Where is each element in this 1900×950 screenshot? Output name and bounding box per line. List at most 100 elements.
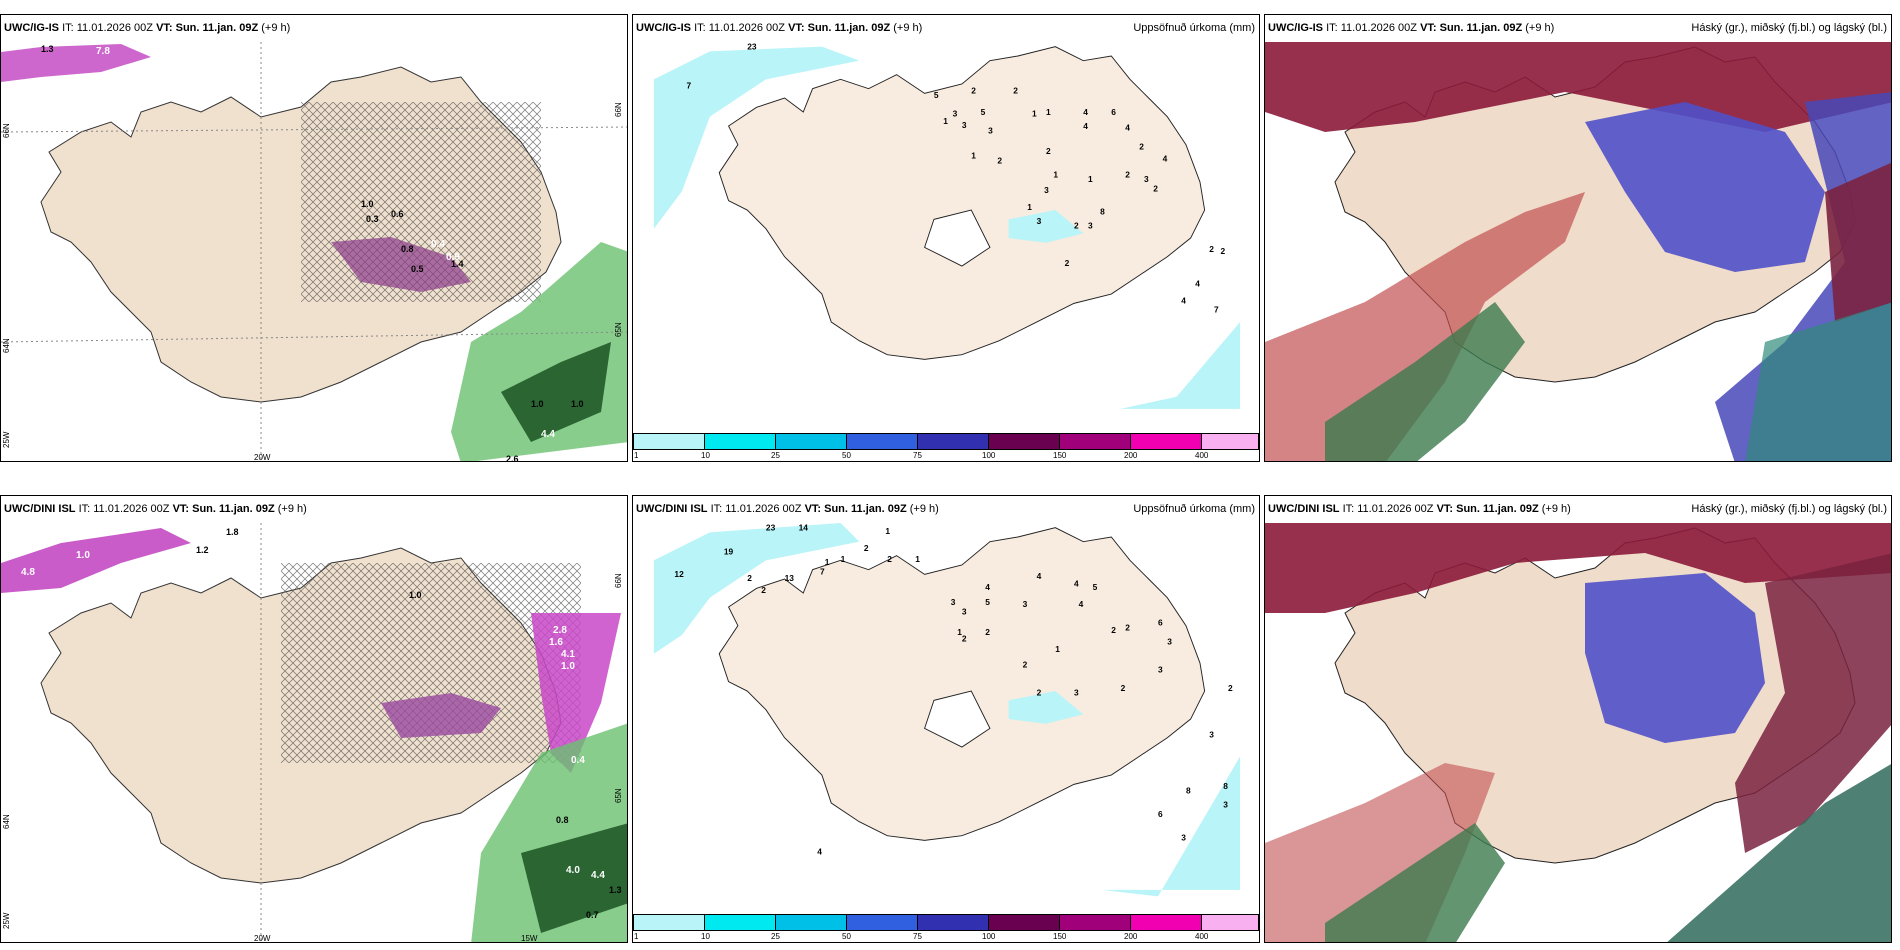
wind-value: 4.4: [591, 870, 605, 881]
wind-value: 1.6: [549, 637, 563, 648]
svg-text:2: 2: [1228, 683, 1233, 693]
precip-map: 23 7 5 2 2 3 1 3 5 3 1 1 4 6 4 1 2 2 1 1…: [653, 42, 1241, 409]
panel-title: UWC/DINI ISL IT: 11.01.2026 00Z VT: Sun.…: [636, 503, 939, 515]
legend-swatch: [704, 433, 776, 450]
svg-text:2: 2: [1125, 169, 1130, 179]
legend-swatch: [1059, 914, 1131, 931]
legend-tick: 200: [1124, 451, 1138, 460]
svg-text:2: 2: [997, 155, 1002, 165]
svg-text:2: 2: [761, 585, 766, 595]
svg-text:3: 3: [1023, 599, 1028, 609]
svg-text:2: 2: [962, 634, 967, 644]
wind-value: 4.1: [561, 649, 575, 660]
legend-swatch: [1130, 914, 1202, 931]
lat-label: 65N: [614, 322, 623, 337]
svg-text:4: 4: [1195, 279, 1200, 289]
legend-swatch: [1201, 433, 1259, 450]
legend-tick: 200: [1124, 932, 1138, 941]
wind-value: 0.9: [446, 252, 460, 263]
panel-cloud-igis: UWC/IG-IS IT: 11.01.2026 00Z VT: Sun. 11…: [1264, 14, 1892, 462]
svg-text:4: 4: [1079, 599, 1084, 609]
legend-swatch: [1130, 433, 1202, 450]
svg-text:4: 4: [1163, 153, 1168, 163]
svg-text:4: 4: [817, 846, 822, 856]
wind-value: 1.4: [451, 259, 464, 269]
panel-title: UWC/DINI ISL IT: 11.01.2026 00Z VT: Sun.…: [4, 503, 307, 515]
cloud-map: [1265, 523, 1891, 942]
wind-value: 1.0: [76, 550, 90, 561]
svg-text:1: 1: [1032, 109, 1037, 119]
legend-swatch: [988, 433, 1060, 450]
svg-text:3: 3: [1088, 221, 1093, 231]
svg-text:2: 2: [1074, 221, 1079, 231]
wind-value: 2.6: [506, 454, 519, 462]
svg-text:2: 2: [1023, 660, 1028, 670]
wind-value: 0.8: [556, 815, 569, 825]
svg-text:3: 3: [1167, 636, 1172, 646]
lon-label: 20W: [254, 934, 271, 943]
svg-text:3: 3: [1209, 730, 1214, 740]
wind-value: 1.2: [196, 545, 209, 555]
legend-tick: 1: [634, 451, 639, 460]
svg-text:1: 1: [957, 627, 962, 637]
panel-cloud-dini: UWC/DINI ISL IT: 11.01.2026 00Z VT: Sun.…: [1264, 495, 1892, 943]
svg-text:1: 1: [1053, 169, 1058, 179]
legend-tick: 50: [842, 451, 851, 460]
lat-label: 66N: [614, 102, 623, 117]
legend-tick: 100: [982, 451, 996, 460]
legend-swatch: [775, 914, 847, 931]
svg-text:2: 2: [1013, 85, 1018, 95]
svg-text:5: 5: [934, 90, 939, 100]
legend-tick: 10: [701, 451, 710, 460]
legend-tick: 75: [913, 451, 922, 460]
svg-text:2: 2: [887, 554, 892, 564]
legend-swatch: [917, 914, 989, 931]
svg-text:2: 2: [1209, 244, 1214, 254]
svg-text:7: 7: [820, 566, 825, 576]
svg-text:3: 3: [962, 606, 967, 616]
wind-value: 0.6: [391, 209, 404, 219]
legend-tick: 50: [842, 932, 851, 941]
svg-text:7: 7: [687, 81, 692, 91]
precip-map: 23 14 19 12 1 2 1 2 1 2 2 13 7 1 4 5 3 3…: [653, 523, 1241, 897]
svg-text:3: 3: [1223, 800, 1228, 810]
legend-tick: 10: [701, 932, 710, 941]
panel-wind-dini: UWC/DINI ISL IT: 11.01.2026 00Z VT: Sun.…: [0, 495, 628, 943]
svg-text:5: 5: [1093, 582, 1098, 592]
legend-swatch: [917, 433, 989, 450]
legend-tick: 400: [1195, 932, 1209, 941]
svg-text:6: 6: [1111, 107, 1116, 117]
panel-wind-igis: UWC/IG-IS IT: 11.01.2026 00Z VT: Sun. 11…: [0, 14, 628, 462]
svg-text:3: 3: [988, 125, 993, 135]
svg-text:4: 4: [985, 582, 990, 592]
legend-tick: 100: [982, 932, 996, 941]
wind-value: 4.4: [541, 429, 555, 440]
panel-precip-igis: UWC/IG-IS IT: 11.01.2026 00Z VT: Sun. 11…: [632, 14, 1260, 462]
svg-text:2: 2: [1121, 683, 1126, 693]
wind-value: 1.3: [609, 885, 622, 895]
lat-label: 64N: [2, 814, 11, 829]
svg-text:1: 1: [915, 554, 920, 564]
legend-tick: 25: [771, 932, 780, 941]
legend-tick: 150: [1053, 451, 1067, 460]
legend-swatch: [704, 914, 776, 931]
panel-title: UWC/IG-IS IT: 11.01.2026 00Z VT: Sun. 11…: [636, 22, 923, 34]
lat-label: 64N: [2, 338, 11, 353]
legend-swatch: [846, 433, 918, 450]
wind-value: 1.0: [409, 590, 422, 600]
legend-swatch: [846, 914, 918, 931]
svg-text:2: 2: [1221, 246, 1226, 256]
svg-text:23: 23: [747, 42, 757, 51]
svg-text:8: 8: [1223, 781, 1228, 791]
wind-value: 0.8: [401, 244, 414, 254]
svg-text:1: 1: [885, 526, 890, 536]
svg-text:1: 1: [1088, 174, 1093, 184]
wind-value: 1.0: [571, 399, 584, 409]
lon-label: 15W: [521, 934, 538, 943]
wind-value: 4.0: [566, 865, 580, 876]
wind-value: 1.3: [41, 44, 54, 54]
legend-tick: 400: [1195, 451, 1209, 460]
svg-text:3: 3: [1044, 185, 1049, 195]
wind-value: 1.0: [561, 661, 575, 672]
svg-text:19: 19: [724, 547, 734, 557]
